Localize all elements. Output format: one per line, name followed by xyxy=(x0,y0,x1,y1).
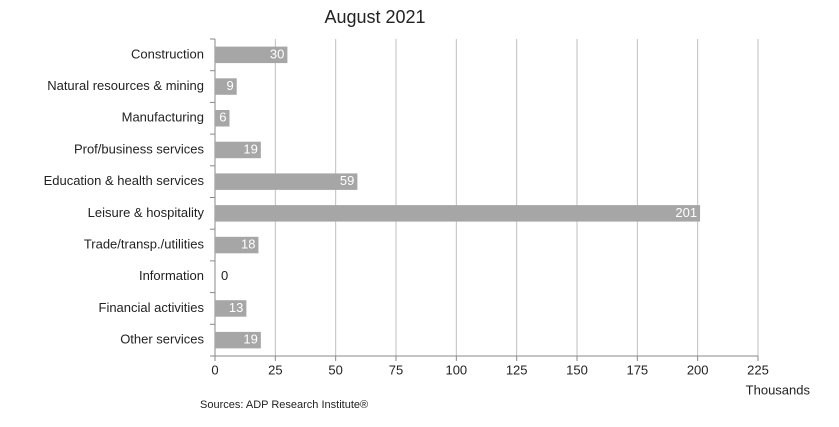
bar xyxy=(215,331,261,349)
bar xyxy=(215,236,259,254)
bar xyxy=(215,205,701,222)
bar xyxy=(215,78,237,95)
data-label: 19 xyxy=(243,332,257,347)
data-label: 13 xyxy=(229,300,243,315)
source: Sources: ADP Research Institute® xyxy=(200,399,368,411)
bar xyxy=(215,173,358,190)
y-tick-label: Financial activities xyxy=(99,300,205,315)
bar xyxy=(215,46,288,64)
x-tick-label: 200 xyxy=(687,362,709,377)
x-tick-label: 50 xyxy=(328,362,342,377)
x-tick-label: 0 xyxy=(211,362,218,377)
y-tick-label: Construction xyxy=(131,46,204,61)
data-label: 6 xyxy=(219,110,226,125)
x-tick-label: 175 xyxy=(626,362,648,377)
bar xyxy=(215,110,230,127)
y-tick-label: Manufacturing xyxy=(122,110,204,125)
y-tick-label: Trade/transp./utilities xyxy=(84,236,205,251)
chart-title: August 2021 xyxy=(324,7,425,27)
x-tick-label: 150 xyxy=(566,362,588,377)
bar xyxy=(215,300,247,317)
data-label: 30 xyxy=(270,46,284,61)
bar xyxy=(215,141,261,159)
data-label: 9 xyxy=(226,78,233,93)
x-axis-label: Thousands xyxy=(746,382,811,397)
y-tick-label: Education & health services xyxy=(44,173,205,188)
x-tick-label: 125 xyxy=(506,362,528,377)
data-label: 18 xyxy=(241,236,255,251)
x-tick-label: 225 xyxy=(747,362,769,377)
x-tick-label: 75 xyxy=(389,362,403,377)
data-label: 19 xyxy=(243,141,257,156)
y-tick-label: Other services xyxy=(120,332,204,347)
data-label: 59 xyxy=(340,173,354,188)
data-label: 0 xyxy=(221,268,228,283)
x-tick-label: 25 xyxy=(268,362,282,377)
x-tick-label: 100 xyxy=(445,362,467,377)
y-tick-label: Prof/business services xyxy=(74,141,205,156)
y-tick-label: Leisure & hospitality xyxy=(88,205,205,220)
y-tick-label: Information xyxy=(139,268,204,283)
data-label: 201 xyxy=(675,205,697,220)
y-tick-label: Natural resources & mining xyxy=(47,78,204,93)
